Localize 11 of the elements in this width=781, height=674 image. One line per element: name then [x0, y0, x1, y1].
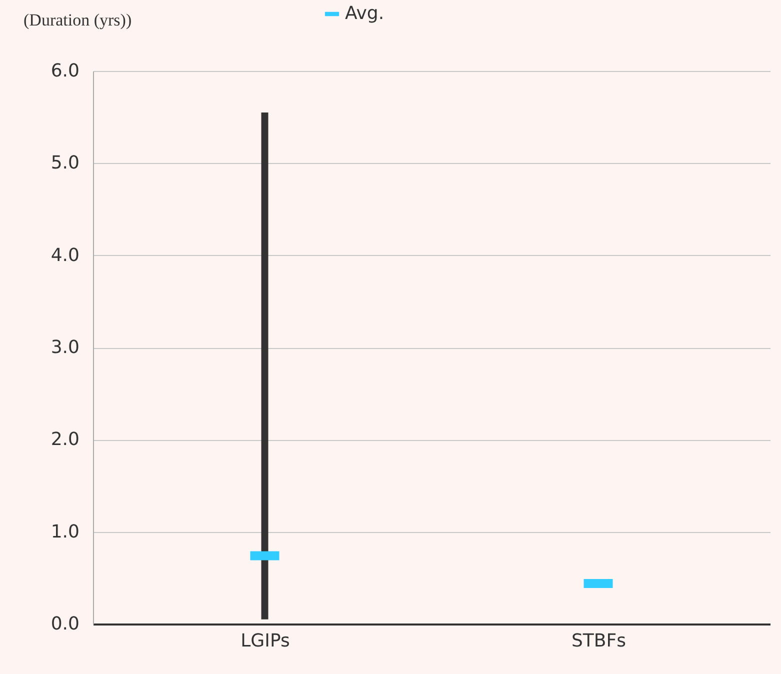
y-tick-label: 1.0 [50, 521, 80, 542]
y-tick-label: 2.0 [50, 429, 80, 450]
y-axis-title: (Duration (yrs)) [24, 10, 132, 30]
x-tick-label: STBFs [571, 630, 626, 652]
y-tick-label: 3.0 [50, 337, 80, 358]
y-tick-label: 0.0 [50, 614, 80, 634]
y-tick-label: 4.0 [50, 244, 80, 266]
legend-label: Avg. [345, 3, 384, 24]
y-tick-label: 6.0 [50, 60, 80, 82]
y-tick-label: 5.0 [50, 152, 80, 174]
x-tick-label: LGIPs [240, 630, 290, 652]
